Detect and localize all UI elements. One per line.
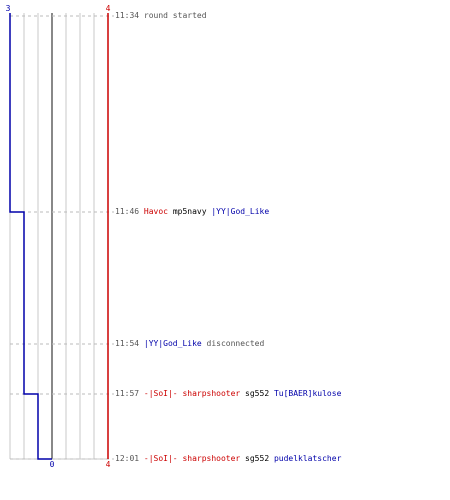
event-text: sg552 <box>240 389 274 398</box>
event-row: 11:46 Havoc mp5navy |YY|God_Like <box>115 206 269 218</box>
event-text: sg552 <box>240 454 274 463</box>
team-b-count-top: 4 <box>106 4 111 13</box>
event-row: 11:54 |YY|God_Like disconnected <box>115 338 264 350</box>
event-row: 11:57 -|SoI|- sharpshooter sg552 Tu[BAER… <box>115 388 341 400</box>
event-text: -|SoI|- sharpshooter <box>143 454 241 463</box>
team-b-count-bottom: 4 <box>106 460 111 469</box>
event-text: pudelklatscher <box>273 454 342 463</box>
event-text: |YY|God_Like <box>211 207 270 216</box>
team-a-count-bottom: 0 <box>50 460 55 469</box>
team-a-count-top: 3 <box>6 4 11 13</box>
team-a-step-line <box>9 13 52 460</box>
event-text: disconnected <box>201 339 265 348</box>
event-time: 12:01 <box>115 454 144 463</box>
event-text: mp5navy <box>168 207 212 216</box>
event-row: 11:34 round started <box>115 10 207 22</box>
event-text: -|SoI|- sharpshooter <box>143 389 241 398</box>
event-text: round started <box>143 11 207 20</box>
event-time: 11:57 <box>115 389 144 398</box>
event-text: Tu[BAER]kulose <box>273 389 342 398</box>
event-text: |YY|God_Like <box>143 339 202 348</box>
event-text: Havoc <box>143 207 168 216</box>
event-time: 11:46 <box>115 207 144 216</box>
event-row: 12:01 -|SoI|- sharpshooter sg552 pudelkl… <box>115 453 341 465</box>
event-time: 11:54 <box>115 339 144 348</box>
event-time: 11:34 <box>115 11 144 20</box>
